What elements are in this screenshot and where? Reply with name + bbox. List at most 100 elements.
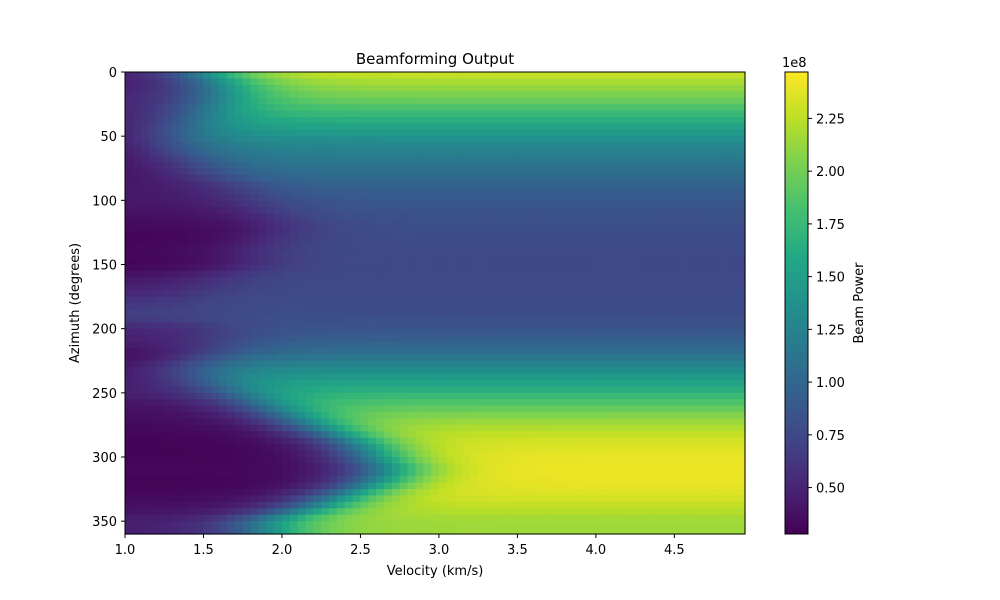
heatmap-cell <box>658 380 668 388</box>
heatmap-cell <box>517 129 526 137</box>
heatmap-cell <box>713 360 723 368</box>
heatmap-cell <box>407 277 416 285</box>
heatmap-cell <box>399 303 409 311</box>
heatmap-cell <box>172 245 181 253</box>
heatmap-cell <box>690 431 699 439</box>
heatmap-cell <box>525 380 534 388</box>
heatmap-cell <box>682 405 691 413</box>
heatmap-cell <box>289 84 299 92</box>
heatmap-cell <box>172 341 181 349</box>
heatmap-cell <box>203 360 212 368</box>
heatmap-cell <box>564 405 573 413</box>
heatmap-cell <box>595 412 605 420</box>
heatmap-cell <box>423 123 432 131</box>
heatmap-cell <box>329 110 338 118</box>
heatmap-cell <box>501 123 511 131</box>
heatmap-cell <box>540 347 550 355</box>
heatmap-cell <box>289 444 299 452</box>
heatmap-cell <box>368 380 377 388</box>
heatmap-cell <box>509 418 519 426</box>
heatmap-cell <box>329 412 338 420</box>
heatmap-cell <box>493 399 503 407</box>
heatmap-cell <box>462 309 471 317</box>
heatmap-cell <box>611 290 621 298</box>
heatmap-cell <box>234 360 244 368</box>
heatmap-cell <box>258 193 267 201</box>
heatmap-cell <box>140 72 150 80</box>
heatmap-cell <box>203 245 212 253</box>
heatmap-cell <box>525 469 534 477</box>
heatmap-cell <box>627 341 636 349</box>
heatmap-cell <box>650 161 660 169</box>
heatmap-cell <box>690 264 699 272</box>
heatmap-cell <box>148 463 157 471</box>
heatmap-cell <box>611 91 621 99</box>
heatmap-cell <box>454 136 464 144</box>
heatmap-cell <box>148 168 157 176</box>
heatmap-cell <box>580 193 589 201</box>
heatmap-cell <box>721 277 730 285</box>
heatmap-cell <box>391 129 401 137</box>
heatmap-cell <box>352 360 362 368</box>
heatmap-cell <box>682 149 691 157</box>
heatmap-cell <box>179 155 189 163</box>
heatmap-cell <box>470 226 479 234</box>
heatmap-cell <box>156 270 165 278</box>
heatmap-cell <box>650 193 660 201</box>
heatmap-cell <box>187 129 197 137</box>
heatmap-cell <box>391 341 401 349</box>
heatmap-cell <box>713 200 723 208</box>
heatmap-cell <box>619 283 628 291</box>
heatmap-cell <box>611 412 621 420</box>
heatmap-cell <box>156 238 165 246</box>
heatmap-cell <box>132 386 142 394</box>
heatmap-cell <box>352 226 362 234</box>
heatmap-cell <box>721 155 730 163</box>
heatmap-cell <box>540 412 550 420</box>
heatmap-cell <box>250 78 260 86</box>
heatmap-cell <box>368 457 377 465</box>
heatmap-cell <box>431 290 440 298</box>
heatmap-cell <box>125 335 134 343</box>
heatmap-cell <box>179 335 189 343</box>
heatmap-cell <box>289 341 299 349</box>
heatmap-cell <box>219 476 228 484</box>
heatmap-cell <box>588 91 597 99</box>
heatmap-cell <box>635 123 644 131</box>
heatmap-cell <box>454 386 464 394</box>
heatmap-cell <box>595 258 605 266</box>
heatmap-cell <box>431 373 440 381</box>
heatmap-cell <box>376 174 385 182</box>
heatmap-cell <box>352 72 362 80</box>
heatmap-cell <box>737 245 746 253</box>
heatmap-cell <box>415 91 424 99</box>
heatmap-cell <box>203 193 212 201</box>
heatmap-cell <box>454 424 464 432</box>
heatmap-cell <box>533 206 542 214</box>
heatmap-cell <box>525 457 534 465</box>
heatmap-cell <box>140 193 150 201</box>
heatmap-cell <box>548 380 558 388</box>
heatmap-cell <box>250 97 260 105</box>
heatmap-cell <box>556 412 566 420</box>
heatmap-cell <box>564 341 573 349</box>
heatmap-cell <box>674 309 683 317</box>
heatmap-cell <box>172 72 181 80</box>
heatmap-cell <box>242 335 252 343</box>
heatmap-cell <box>344 206 354 214</box>
heatmap-cell <box>195 444 205 452</box>
heatmap-cell <box>533 418 542 426</box>
heatmap-cell <box>313 206 322 214</box>
heatmap-cell <box>211 399 220 407</box>
heatmap-cell <box>305 200 314 208</box>
heatmap-cell <box>281 303 291 311</box>
heatmap-cell <box>132 238 142 246</box>
heatmap-cell <box>705 72 715 80</box>
heatmap-cell <box>493 200 503 208</box>
heatmap-cell <box>195 232 205 240</box>
heatmap-cell <box>470 322 479 330</box>
heatmap-cell <box>258 412 267 420</box>
heatmap-cell <box>156 84 165 92</box>
heatmap-cell <box>438 360 448 368</box>
heatmap-cell <box>172 219 181 227</box>
